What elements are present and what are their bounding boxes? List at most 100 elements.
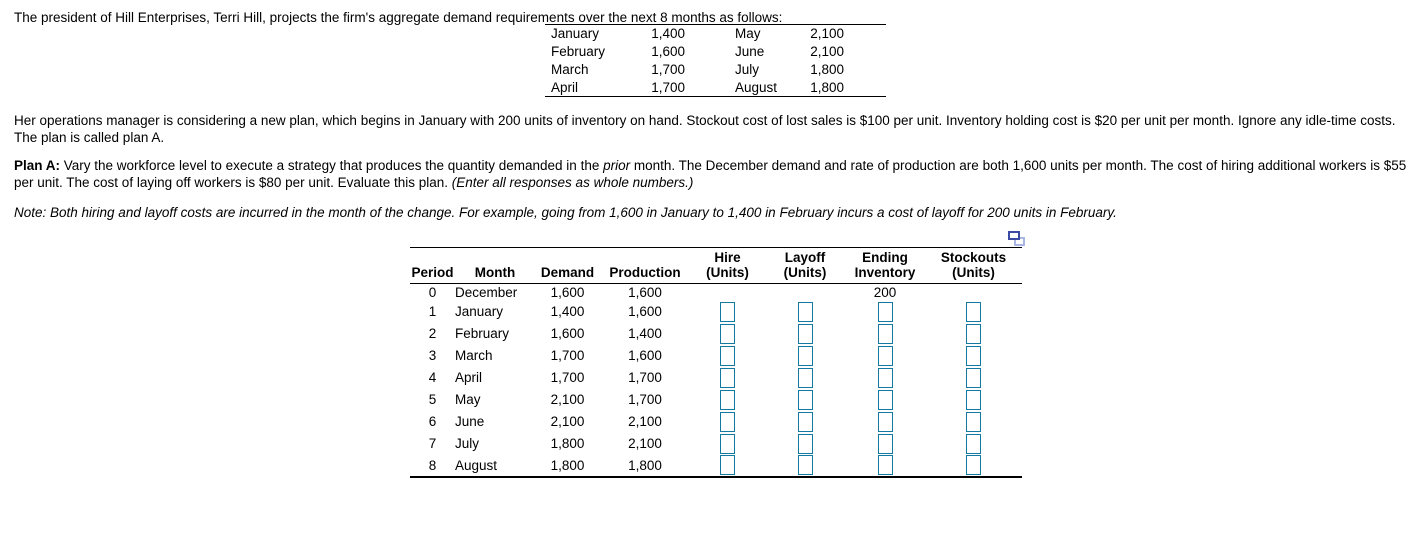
stockouts-cell bbox=[925, 389, 1022, 411]
hire-input-period-5[interactable] bbox=[720, 389, 735, 410]
hire-cell bbox=[690, 367, 765, 389]
demand-cell: 1,700 bbox=[550, 370, 585, 385]
col-header-layoff-units: Layoff (Units) bbox=[765, 247, 845, 284]
layoff-input-period-6[interactable] bbox=[797, 411, 813, 432]
period-cell: 8 bbox=[428, 457, 437, 473]
ending_inventory-cell bbox=[845, 389, 925, 411]
layoff-input-period-7[interactable] bbox=[797, 433, 813, 454]
demand-summary-row: March 1,700 July 1,800 bbox=[545, 61, 886, 79]
ending-inventory-input-period-1[interactable] bbox=[877, 301, 893, 322]
layoff-input-period-5[interactable] bbox=[797, 389, 813, 410]
plan-table-row: 7 July 1,800 2,100 bbox=[410, 433, 1022, 455]
hire-input-period-7[interactable] bbox=[720, 433, 735, 454]
demand-cell: 1,400 bbox=[550, 304, 585, 319]
production-cell: 1,600 bbox=[628, 348, 662, 363]
col-header-month: Month bbox=[455, 247, 535, 284]
hire-input-period-8[interactable] bbox=[720, 455, 735, 475]
plan-a-prior-word: prior bbox=[603, 158, 631, 173]
period-cell: 1 bbox=[428, 304, 437, 319]
ending-inventory-input-period-2[interactable] bbox=[877, 323, 893, 344]
stockouts-cell bbox=[925, 301, 1022, 323]
stockouts-input-period-8[interactable] bbox=[966, 455, 981, 475]
col-header-production: Production bbox=[600, 247, 690, 284]
plan-table-body: 0 December 1,600 1,600 200 1 January 1,400 1,600… bbox=[410, 284, 1022, 477]
month-cell: July bbox=[455, 436, 480, 451]
period-cell: 2 bbox=[428, 326, 437, 341]
layoff-input-period-2[interactable] bbox=[797, 323, 813, 344]
month-cell: March bbox=[455, 348, 493, 363]
production-cell: 1,400 bbox=[628, 326, 662, 341]
ending_inventory-cell bbox=[845, 367, 925, 389]
stockouts-cell bbox=[925, 323, 1022, 345]
month-cell: May bbox=[455, 392, 481, 407]
hire-input-period-2[interactable] bbox=[720, 323, 735, 344]
stockouts-input-period-1[interactable] bbox=[966, 301, 981, 322]
stockouts-cell bbox=[925, 367, 1022, 389]
layoff-input-period-1[interactable] bbox=[797, 301, 813, 322]
production-cell: 2,100 bbox=[628, 414, 662, 429]
month-cell: April bbox=[455, 370, 483, 385]
demand-month-cell: February bbox=[551, 44, 606, 59]
production-cell: 2,100 bbox=[628, 436, 662, 451]
demand-month-cell: March bbox=[551, 62, 589, 77]
plan-table-row: 2 February 1,600 1,400 bbox=[410, 323, 1022, 345]
production-cell: 1,600 bbox=[628, 284, 662, 300]
hire-cell bbox=[690, 389, 765, 411]
intro-text: The president of Hill Enterprises, Terri… bbox=[14, 10, 783, 25]
production-cell: 1,800 bbox=[628, 457, 662, 473]
ending-inventory-input-period-6[interactable] bbox=[877, 411, 893, 432]
hire-input-period-1[interactable] bbox=[720, 301, 735, 322]
plan-a-body-2: month. The December demand and rate of p… bbox=[14, 158, 1407, 190]
col-header-demand: Demand bbox=[535, 247, 600, 284]
stockouts-input-period-7[interactable] bbox=[966, 433, 981, 454]
hire-input-period-6[interactable] bbox=[720, 411, 735, 432]
layoff-cell bbox=[765, 345, 845, 367]
period-cell: 3 bbox=[428, 348, 437, 363]
month-cell: August bbox=[455, 457, 498, 473]
demand-value-cell: 2,100 bbox=[810, 26, 844, 42]
plan-table-row: 1 January 1,400 1,600 bbox=[410, 301, 1022, 323]
stockouts-input-period-2[interactable] bbox=[966, 323, 981, 344]
layoff-input-period-4[interactable] bbox=[797, 367, 813, 388]
demand-value-cell: 1,800 bbox=[810, 62, 844, 77]
ending-inventory-input-period-8[interactable] bbox=[877, 455, 893, 475]
demand-value-cell: 1,800 bbox=[810, 79, 844, 95]
ending-inventory-input-period-4[interactable] bbox=[877, 367, 893, 388]
stockouts-cell bbox=[925, 345, 1022, 367]
demand-value-cell: 2,100 bbox=[810, 44, 844, 59]
plan-a-body-1: Vary the workforce level to execute a st… bbox=[60, 158, 604, 173]
demand-month-cell: August bbox=[735, 79, 778, 95]
stockouts-input-period-3[interactable] bbox=[966, 345, 981, 366]
layoff-input-period-3[interactable] bbox=[797, 345, 813, 366]
layoff-cell bbox=[765, 433, 845, 455]
hire-cell bbox=[690, 433, 765, 455]
layoff-input-period-8[interactable] bbox=[797, 455, 813, 475]
demand-cell: 1,700 bbox=[550, 348, 585, 363]
ending_inventory-cell bbox=[845, 301, 925, 323]
plan-table-block: Period Month Demand Production Hire (Unit… bbox=[410, 231, 1025, 478]
open-table-in-new-window-icon[interactable] bbox=[1008, 231, 1025, 246]
ending_inventory-cell bbox=[845, 345, 925, 367]
ending-inventory-input-period-7[interactable] bbox=[877, 433, 893, 454]
col-header-hire-units: Hire (Units) bbox=[690, 247, 765, 284]
month-cell: January bbox=[455, 304, 504, 319]
hire-input-period-4[interactable] bbox=[720, 367, 735, 388]
production-cell: 1,700 bbox=[628, 392, 662, 407]
period-cell: 0 bbox=[428, 284, 437, 300]
stockouts-input-period-4[interactable] bbox=[966, 367, 981, 388]
demand-cell: 2,100 bbox=[550, 414, 585, 429]
stockouts-input-period-6[interactable] bbox=[966, 411, 981, 432]
ending-inventory-input-period-5[interactable] bbox=[877, 389, 893, 410]
stockouts-input-period-5[interactable] bbox=[966, 389, 981, 410]
plan-a-label: Plan A: bbox=[14, 158, 61, 173]
hire-cell bbox=[690, 323, 765, 345]
demand-cell: 1,800 bbox=[550, 457, 585, 473]
ending-inventory-input-period-3[interactable] bbox=[877, 345, 893, 366]
hire-input-period-3[interactable] bbox=[720, 345, 735, 366]
demand-cell: 1,600 bbox=[550, 326, 585, 341]
hire-cell bbox=[690, 345, 765, 367]
layoff-cell bbox=[765, 411, 845, 433]
demand-month-cell: July bbox=[735, 62, 760, 77]
plan-table: Period Month Demand Production Hire (Unit… bbox=[410, 247, 1022, 478]
